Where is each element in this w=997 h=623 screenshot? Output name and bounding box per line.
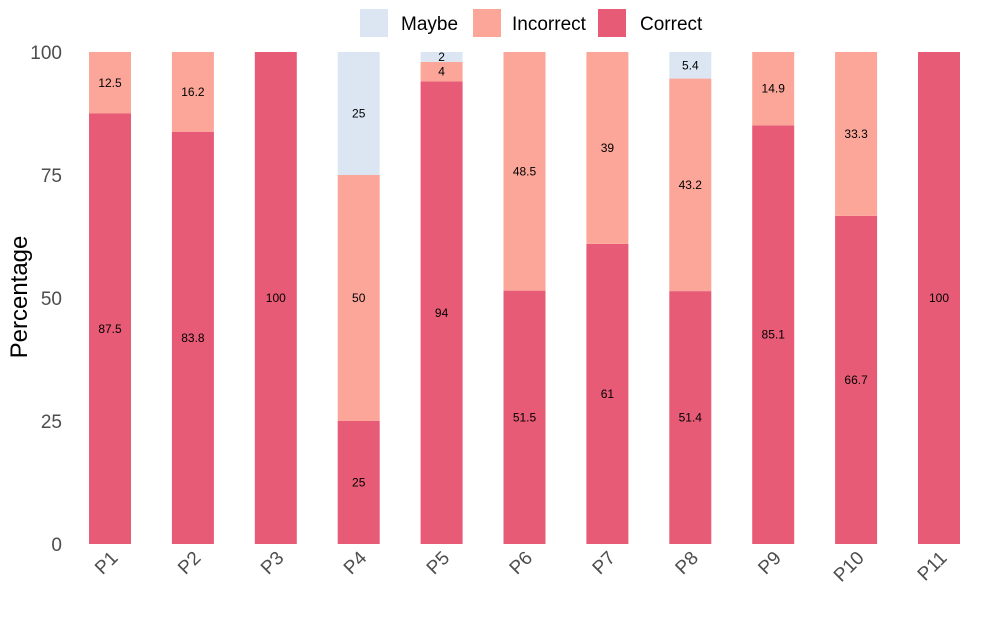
legend-label-correct: Correct [640,14,703,35]
bar-correct-p7 [586,243,629,544]
data-label-incorrect-p5: 4 [438,65,445,79]
legend-key-correct [598,9,626,37]
bars [89,52,960,545]
data-label-incorrect-p2: 16.2 [181,85,205,99]
data-label-incorrect-p7: 39 [601,141,615,155]
bar-incorrect-p4 [337,175,380,421]
data-label-correct-p4: 25 [352,476,366,490]
bar-incorrect-p2 [171,52,214,132]
y-axis-title: Percentage [6,236,33,359]
x-axis: P1 P2 P3 P4 P5 P6 P7 P8 P9 P10 P11 [91,547,951,586]
data-label-incorrect-p9: 14.9 [762,82,786,96]
y-tick-label: 50 [41,289,62,310]
x-tick-label-p8: P8 [672,548,703,579]
x-tick-label-p6: P6 [506,548,537,579]
legend-key-incorrect [473,9,501,37]
bar-maybe-p4 [337,52,380,175]
data-label-incorrect-p8: 43.2 [679,178,703,192]
y-tick-label: 25 [41,412,62,433]
y-tick-label: 100 [30,43,62,64]
data-label-maybe-p4: 25 [352,107,366,121]
data-label-correct-p2: 83.8 [181,331,205,345]
legend-label-maybe: Maybe [401,14,458,35]
bar-maybe-p5 [420,52,463,62]
x-tick-label-p1: P1 [91,548,122,579]
bar-correct-p1 [89,113,131,544]
data-label-correct-p10: 66.7 [844,373,868,387]
data-label-correct-p11: 100 [929,291,949,305]
data-label-maybe-p5: 2 [438,50,445,64]
data-label-correct-p9: 85.1 [762,328,786,342]
data-label-correct-p3: 100 [266,291,286,305]
bar-incorrect-p10 [835,52,878,216]
data-label-correct-p1: 87.5 [98,322,122,336]
bar-correct-p2 [171,131,214,545]
bar-correct-p3 [254,52,297,544]
data-label-incorrect-p1: 12.5 [98,76,122,90]
bar-incorrect-p5 [420,61,463,82]
bar-correct-p11 [918,52,960,544]
y-tick-label: 75 [41,166,62,187]
x-tick-label-p3: P3 [257,548,288,579]
bar-incorrect-p6 [503,52,546,291]
x-tick-label-p9: P9 [754,548,785,579]
bar-maybe-p8 [669,52,712,79]
bar-correct-p6 [503,290,546,544]
legend-key-maybe [360,9,388,37]
data-label-correct-p7: 61 [601,387,615,401]
data-label-correct-p8: 51.4 [679,411,703,425]
x-tick-label-p10: P10 [830,548,869,587]
data-label-incorrect-p6: 48.5 [513,164,537,178]
bar-incorrect-p9 [752,52,795,126]
x-tick-label-p4: P4 [340,547,372,579]
data-label-correct-p5: 94 [435,306,449,320]
data-label-incorrect-p10: 33.3 [844,127,868,141]
bar-correct-p5 [420,81,463,545]
bar-correct-p4 [337,421,380,544]
bar-incorrect-p1 [89,52,131,114]
data-label-maybe-p8: 5.4 [682,58,699,72]
legend-label-incorrect: Incorrect [512,14,587,35]
x-tick-label-p5: P5 [423,548,454,579]
bar-correct-p10 [835,215,878,544]
bar-incorrect-p7 [586,52,629,244]
bar-correct-p8 [669,291,712,544]
data-labels: 87.5 12.5 83.8 16.2 100 25 50 25 94 42 51.5 48.5 61 3… [98,50,949,490]
x-tick-label-p7: P7 [589,548,620,579]
data-label-correct-p6: 51.5 [513,410,537,424]
data-label-incorrect-p4: 50 [352,291,366,305]
bar-incorrect-p8 [669,78,712,292]
y-tick-label: 0 [51,535,62,556]
y-axis: 0 25 50 75 100 [30,43,62,556]
bar-correct-p9 [752,125,795,545]
x-tick-label-p2: P2 [174,548,205,579]
x-tick-label-p11: P11 [914,548,952,586]
legend: Maybe Incorrect Correct [360,9,703,37]
